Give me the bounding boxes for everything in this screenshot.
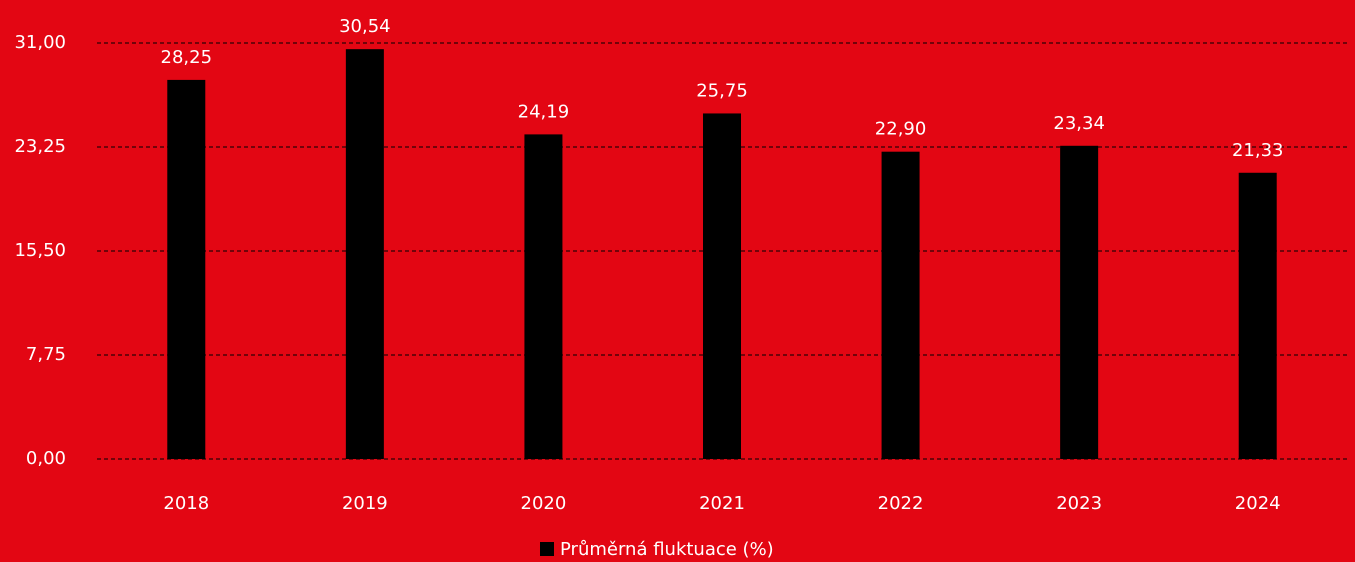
x-tick-label: 2023 [1056, 493, 1102, 514]
legend-swatch [540, 542, 554, 556]
bar [703, 113, 741, 460]
x-tick-label: 2020 [521, 493, 567, 514]
x-tick-label: 2018 [163, 493, 209, 514]
bar [1060, 145, 1099, 460]
value-label: 22,90 [875, 119, 927, 140]
y-tick-label: 31,00 [14, 32, 66, 53]
bar [881, 151, 920, 459]
value-label: 25,75 [696, 80, 748, 101]
y-tick-label: 7,75 [26, 344, 66, 365]
value-label: 30,54 [339, 16, 391, 37]
value-label: 23,34 [1053, 113, 1105, 134]
bar [345, 49, 384, 459]
value-label: 24,19 [518, 101, 570, 122]
x-tick-label: 2022 [878, 493, 924, 514]
y-tick-label: 0,00 [26, 448, 66, 469]
y-tick-label: 23,25 [14, 136, 66, 157]
bar [524, 134, 563, 459]
y-tick-label: 15,50 [14, 240, 66, 261]
value-label: 21,33 [1232, 140, 1284, 161]
x-tick-label: 2019 [342, 493, 388, 514]
bar [167, 79, 206, 459]
legend-item: Průměrná fluktuace (%) [540, 539, 774, 560]
x-tick-label: 2024 [1235, 493, 1281, 514]
x-tick-label: 2021 [699, 493, 745, 514]
bar [1238, 172, 1277, 459]
legend-label: Průměrná fluktuace (%) [560, 539, 774, 560]
value-label: 28,25 [161, 47, 213, 68]
